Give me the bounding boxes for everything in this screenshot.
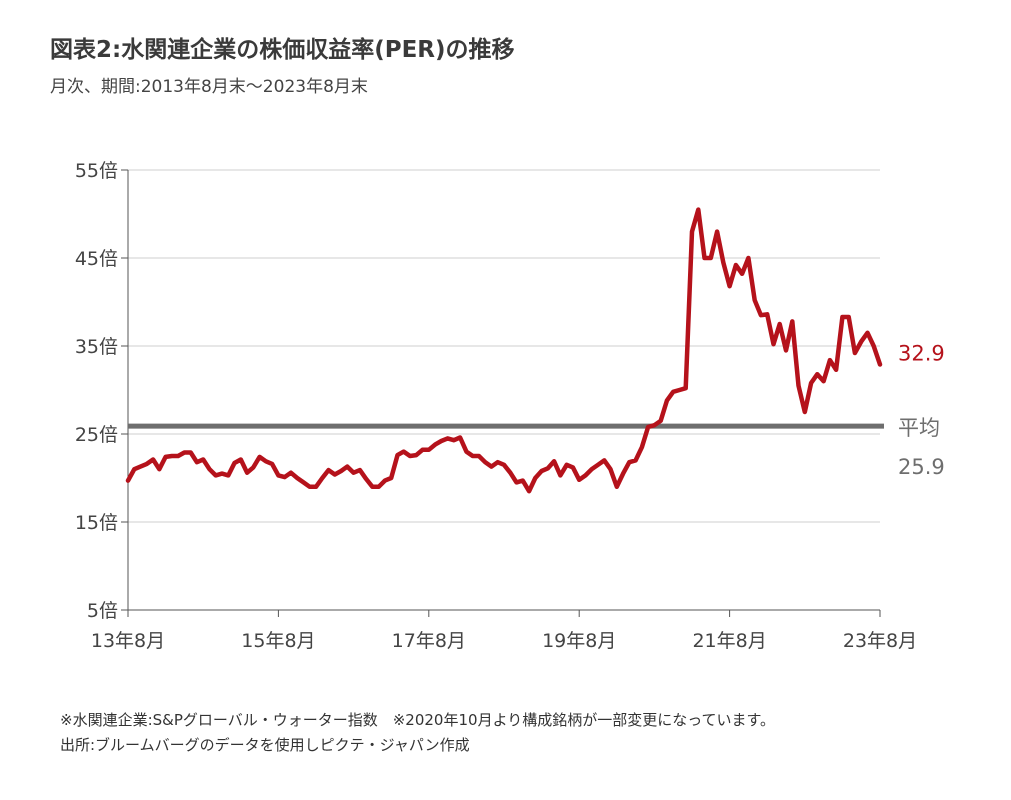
x-tick-label: 23年8月 xyxy=(843,630,917,652)
end-value-label: 32.9 xyxy=(898,341,945,365)
y-tick-label: 35倍 xyxy=(75,336,118,358)
y-tick-label: 25倍 xyxy=(75,424,118,446)
y-tick-label: 45倍 xyxy=(75,248,118,270)
x-tick-label: 15年8月 xyxy=(241,630,315,652)
y-tick-label: 15倍 xyxy=(75,512,118,534)
chart-notes: ※水関連企業:S&Pグローバル・ウォーター指数 ※2020年10月より構成銘柄が… xyxy=(60,708,775,758)
y-tick-label: 5倍 xyxy=(87,600,118,622)
chart-title: 図表2:水関連企業の株価収益率(PER)の推移 xyxy=(50,37,515,63)
x-tick-label: 17年8月 xyxy=(392,630,466,652)
y-tick-label: 55倍 xyxy=(75,160,118,182)
note-source: 出所:ブルームバーグのデータを使用しピクテ・ジャパン作成 xyxy=(60,736,470,754)
note-index-definition: ※水関連企業:S&Pグローバル・ウォーター指数 ※2020年10月より構成銘柄が… xyxy=(60,711,776,729)
per-series-line xyxy=(125,207,883,494)
x-tick-label: 21年8月 xyxy=(692,630,766,652)
per-line-chart: 55倍 45倍 35倍 25倍 15倍 5倍 13年8月 15年8月 17年8月 19年8月 21年… xyxy=(75,160,945,652)
chart-subtitle: 月次、期間:2013年8月末〜2023年8月末 xyxy=(50,77,368,97)
x-tick-label: 13年8月 xyxy=(91,630,165,652)
average-label: 平均 xyxy=(898,416,940,440)
average-value-label: 25.9 xyxy=(898,455,945,479)
x-tick-label: 19年8月 xyxy=(542,630,616,652)
